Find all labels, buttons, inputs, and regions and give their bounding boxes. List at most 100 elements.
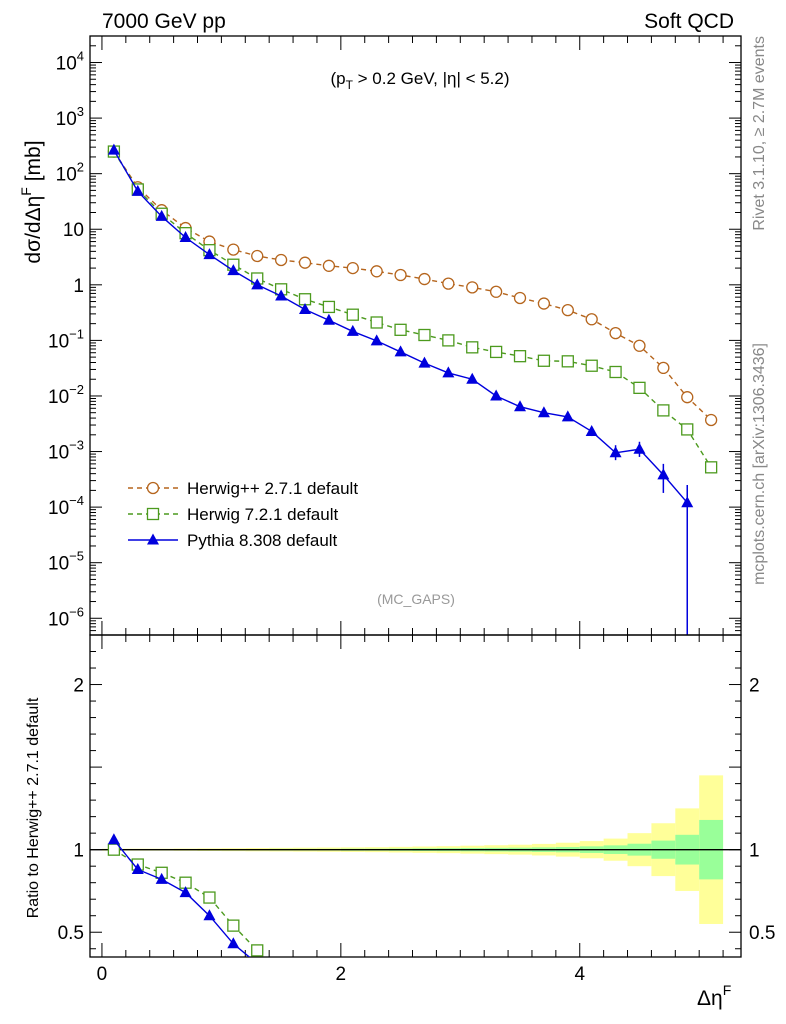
data-point <box>346 324 359 336</box>
legend-marker <box>146 481 160 495</box>
cut-annotation: (pT > 0.2 GeV, |η| < 5.2) <box>330 69 509 92</box>
main-ylabel: dσ/dΔηF [mb] <box>18 140 45 263</box>
data-point <box>561 355 574 368</box>
data-point <box>370 265 383 278</box>
y-tick-label: 102 <box>56 160 84 186</box>
header-right: Soft QCD <box>644 10 734 33</box>
data-point <box>513 291 527 305</box>
data-point <box>681 423 694 436</box>
data-point <box>442 366 455 378</box>
ratio-data-point <box>227 937 240 949</box>
data-point <box>418 328 431 342</box>
ratio-data-point <box>179 886 192 898</box>
data-point <box>466 372 479 384</box>
legend-marker <box>147 533 159 545</box>
data-point <box>394 323 407 336</box>
ratio-series-group <box>107 833 264 968</box>
data-point <box>227 264 240 276</box>
data-point <box>322 313 335 325</box>
data-point <box>609 326 622 340</box>
ratio-y-tick-label: 2 <box>73 676 84 697</box>
data-point <box>418 272 431 286</box>
main-series-group <box>107 143 718 635</box>
data-point <box>657 361 670 375</box>
data-point <box>370 334 383 346</box>
ratio-data-point <box>131 862 144 874</box>
data-point <box>322 259 336 272</box>
data-point <box>442 277 455 290</box>
data-point <box>585 313 598 326</box>
x-tick-label: 2 <box>336 964 347 985</box>
legend-label: Herwig++ 2.7.1 default <box>187 479 358 498</box>
ratio-data-point <box>227 919 240 932</box>
data-point <box>299 302 312 314</box>
data-point <box>681 391 694 404</box>
ratio-data-point <box>107 833 120 845</box>
header-left: 7000 GeV pp <box>102 10 226 33</box>
data-point <box>274 253 288 267</box>
data-point <box>489 285 503 298</box>
legend-marker <box>146 507 160 521</box>
ratio-y-tick-label: 0.5 <box>58 923 84 944</box>
data-point <box>107 143 120 155</box>
ratio-y-tick-label: 0.5 <box>749 923 775 944</box>
series-line <box>113 151 712 421</box>
data-point <box>394 345 407 357</box>
data-point <box>561 410 574 422</box>
side-label-top: Rivet 3.1.10, ≥ 2.7M events <box>751 36 768 231</box>
y-tick-label: 10−4 <box>48 493 84 519</box>
data-point <box>704 461 718 474</box>
data-point <box>537 354 551 367</box>
y-tick-label: 10−5 <box>48 549 84 575</box>
main-panel: 10−6 10−5 10−4 10−3 10−2 10−1 1 10 102 103 104 Herw… <box>48 35 742 636</box>
series-line <box>113 151 712 468</box>
x-tick-label: 4 <box>574 964 585 985</box>
data-point <box>442 334 455 347</box>
analysis-watermark: (MC_GAPS) <box>377 591 455 607</box>
legend-label: Herwig 7.2.1 default <box>187 505 338 524</box>
data-point <box>657 404 670 417</box>
data-point <box>537 297 551 310</box>
y-tick-label: 10−2 <box>48 382 84 408</box>
data-point <box>179 231 192 243</box>
ratio-y-tick-label: 1 <box>73 841 84 862</box>
data-point <box>394 268 407 282</box>
data-point <box>251 249 264 263</box>
ratio-y-tick-label: 1 <box>749 841 760 862</box>
data-point <box>466 341 479 354</box>
y-tick-label: 1 <box>73 276 84 297</box>
ratio-data-point <box>203 909 216 921</box>
y-tick-label: 10 <box>63 220 84 241</box>
y-tick-label: 10−6 <box>48 604 84 630</box>
data-point <box>298 256 312 269</box>
data-point <box>251 278 264 290</box>
data-point <box>131 184 144 196</box>
data-point <box>609 365 622 379</box>
x-axis-label: ΔηF <box>697 982 731 1010</box>
data-point <box>585 359 598 372</box>
ratio-data-point <box>251 957 263 968</box>
data-point <box>633 339 646 352</box>
data-point <box>513 350 527 363</box>
data-point <box>561 304 574 317</box>
ratio-data-point <box>107 843 121 856</box>
data-point <box>418 356 431 368</box>
data-point <box>704 413 718 427</box>
side-label-bottom: mcplots.cern.ch [arXiv:1306.3436] <box>751 343 768 585</box>
data-point <box>633 381 646 394</box>
ratio-data-point <box>251 944 264 957</box>
ratio-frame <box>89 634 742 958</box>
data-point <box>346 261 359 275</box>
x-tick-label: 0 <box>97 964 108 985</box>
y-tick-label: 10−3 <box>48 438 84 464</box>
data-point <box>322 300 336 314</box>
y-tick-label: 10−1 <box>48 326 84 352</box>
ratio-data-point <box>203 891 216 904</box>
y-tick-label: 104 <box>56 49 84 75</box>
ratio-ylabel: Ratio to Herwig++ 2.7.1 default <box>25 697 42 918</box>
ratio-data-point <box>155 872 168 884</box>
data-point <box>490 389 503 401</box>
data-point <box>227 243 240 256</box>
y-tick-label: 103 <box>56 104 84 130</box>
